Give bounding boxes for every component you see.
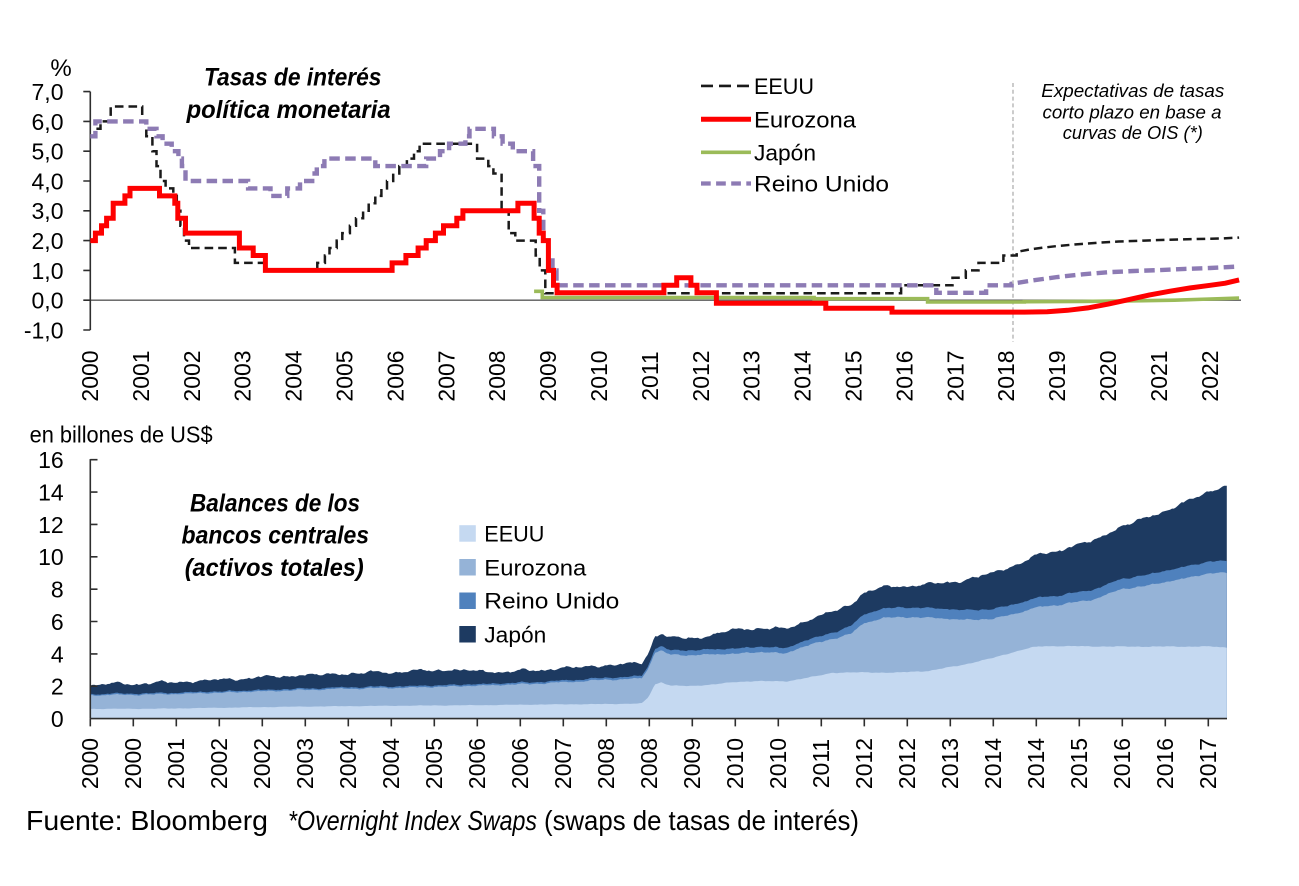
svg-text:Reino Unido: Reino Unido (484, 589, 619, 614)
svg-text:2,0: 2,0 (32, 228, 64, 254)
svg-text:2008: 2008 (593, 738, 619, 789)
svg-text:corto plazo en base a: corto plazo en base a (1043, 102, 1222, 122)
svg-text:(activos totales): (activos totales) (185, 554, 364, 582)
svg-text:2022: 2022 (1197, 350, 1223, 401)
svg-text:Balances de los: Balances de los (190, 489, 360, 517)
svg-text:1,0: 1,0 (32, 258, 64, 284)
svg-text:0: 0 (51, 706, 64, 732)
svg-text:2002: 2002 (249, 738, 275, 789)
svg-text:2015: 2015 (841, 350, 867, 401)
svg-text:2019: 2019 (1044, 350, 1070, 401)
svg-text:curvas de OIS (*): curvas de OIS (*) (1063, 123, 1203, 143)
svg-text:Eurozona: Eurozona (484, 555, 587, 580)
svg-text:2003: 2003 (292, 738, 318, 789)
svg-text:Eurozona: Eurozona (754, 107, 857, 132)
svg-text:2008: 2008 (484, 350, 510, 401)
svg-text:2010: 2010 (765, 738, 791, 789)
svg-text:2010: 2010 (722, 738, 748, 789)
svg-text:2005: 2005 (421, 738, 447, 789)
svg-text:12: 12 (38, 512, 64, 538)
svg-text:EEUU: EEUU (484, 522, 544, 547)
svg-text:2001: 2001 (128, 350, 154, 401)
svg-text:2006: 2006 (507, 738, 533, 789)
svg-text:2012: 2012 (688, 350, 714, 401)
svg-text:8: 8 (51, 577, 64, 603)
svg-text:2000: 2000 (77, 350, 103, 401)
svg-text:16: 16 (38, 447, 64, 473)
svg-text:2021: 2021 (1146, 350, 1172, 401)
svg-text:2000: 2000 (77, 738, 103, 789)
svg-text:2010: 2010 (586, 350, 612, 401)
svg-text:2012: 2012 (894, 738, 920, 789)
svg-text:4,0: 4,0 (32, 168, 64, 194)
svg-text:2007: 2007 (550, 738, 576, 789)
svg-text:2002: 2002 (206, 738, 232, 789)
svg-text:-1,0: -1,0 (24, 317, 64, 343)
svg-text:4: 4 (51, 641, 64, 667)
svg-text:0,0: 0,0 (32, 288, 64, 314)
svg-text:2017: 2017 (1195, 738, 1221, 789)
svg-text:2018: 2018 (993, 350, 1019, 401)
svg-text:2000: 2000 (120, 738, 146, 789)
svg-text:2012: 2012 (851, 738, 877, 789)
svg-text:2005: 2005 (332, 350, 358, 401)
svg-text:2015: 2015 (1066, 738, 1092, 789)
svg-text:en billones de US$: en billones de US$ (30, 422, 213, 448)
svg-text:2014: 2014 (980, 738, 1006, 789)
svg-text:Tasas de interés: Tasas de interés (204, 64, 382, 92)
svg-text:EEUU: EEUU (754, 74, 814, 99)
svg-text:bancos centrales: bancos centrales (182, 522, 370, 550)
svg-text:Japón: Japón (484, 622, 546, 647)
svg-text:Japón: Japón (754, 140, 816, 165)
svg-text:2017: 2017 (942, 350, 968, 401)
svg-text:(swaps de tasas de interés): (swaps de tasas de interés) (544, 805, 859, 836)
svg-text:2: 2 (51, 674, 64, 700)
svg-text:Reino Unido: Reino Unido (754, 172, 889, 197)
svg-text:2009: 2009 (679, 738, 705, 789)
svg-text:6,0: 6,0 (32, 109, 64, 135)
svg-text:2006: 2006 (464, 738, 490, 789)
svg-text:2002: 2002 (179, 350, 205, 401)
svg-text:2013: 2013 (937, 738, 963, 789)
svg-text:6: 6 (51, 609, 64, 635)
svg-text:Fuente: Bloomberg: Fuente: Bloomberg (26, 805, 268, 836)
svg-text:2004: 2004 (378, 738, 404, 789)
svg-text:política monetaria: política monetaria (186, 96, 391, 124)
svg-text:2009: 2009 (535, 350, 561, 401)
svg-text:2008: 2008 (636, 738, 662, 789)
svg-text:2014: 2014 (790, 350, 816, 401)
svg-text:2020: 2020 (1095, 350, 1121, 401)
svg-text:2014: 2014 (1023, 738, 1049, 789)
svg-text:%: % (50, 55, 71, 82)
svg-text:2006: 2006 (382, 350, 408, 401)
svg-text:2016: 2016 (1109, 738, 1135, 789)
svg-text:2001: 2001 (163, 738, 189, 789)
svg-text:2003: 2003 (230, 350, 256, 401)
svg-text:10: 10 (38, 544, 64, 570)
svg-text:2007: 2007 (433, 350, 459, 401)
svg-text:14: 14 (38, 480, 64, 506)
svg-text:2004: 2004 (335, 738, 361, 789)
svg-text:2004: 2004 (281, 350, 307, 401)
svg-text:2011: 2011 (808, 739, 834, 788)
svg-text:Expectativas de tasas: Expectativas de tasas (1041, 81, 1224, 101)
svg-text:7,0: 7,0 (32, 79, 64, 105)
svg-text:*Overnight Index Swaps: *Overnight Index Swaps (288, 805, 537, 836)
svg-text:2013: 2013 (739, 350, 765, 401)
svg-text:2011: 2011 (637, 351, 663, 400)
svg-text:3,0: 3,0 (32, 198, 64, 224)
svg-text:2016: 2016 (1152, 738, 1178, 789)
svg-text:2016: 2016 (891, 350, 917, 401)
svg-text:5,0: 5,0 (32, 139, 64, 165)
